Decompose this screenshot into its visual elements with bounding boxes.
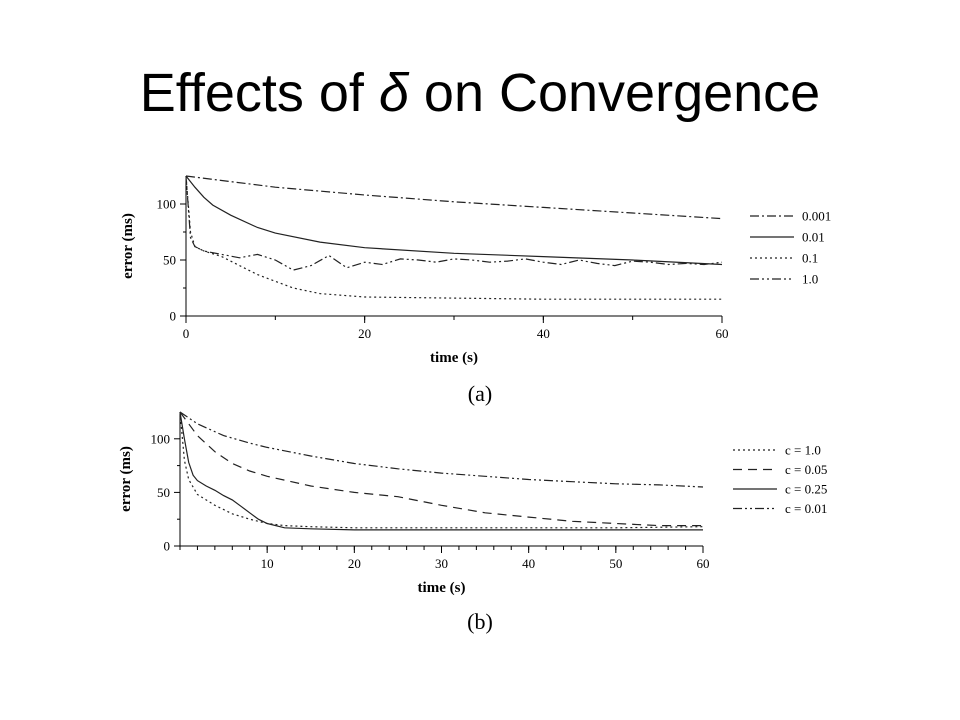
c1-y-tick-label: 0 (164, 539, 171, 554)
c0-x-tick-label: 60 (716, 326, 729, 341)
c0-legend-label-2: 0.1 (802, 251, 818, 266)
slide-title-suffix: on Convergence (408, 63, 821, 123)
c0-y-tick-label: 50 (163, 253, 176, 268)
c1-caption: (b) (467, 609, 493, 634)
c1-legend-label-1: c = 0.05 (785, 462, 827, 477)
chart-a: 0 20 40 60 0 50 100 time (s) error (ms) 0.001 0.01… (120, 175, 831, 406)
chart-b: 10 20 30 40 50 60 0 50 100 time (s) error (ms) c = … (118, 411, 827, 634)
c1-x-axis-label: time (s) (418, 580, 466, 596)
c1-series-line-1 (179, 411, 703, 527)
c0-y-axis-label: error (ms) (120, 213, 136, 279)
slide-title: Effects of δ on Convergence (0, 58, 960, 128)
c1-series-line-3 (179, 411, 704, 488)
c1-legend-label-0: c = 1.0 (785, 443, 821, 458)
c1-y-axis-label: error (ms) (118, 446, 134, 512)
c1-legend-label-3: c = 0.01 (785, 501, 827, 516)
c0-x-tick-label: 40 (537, 326, 550, 341)
slide-title-prefix: Effects of (139, 63, 379, 123)
slide-title-symbol: δ (378, 63, 409, 123)
c0-caption: (a) (468, 381, 492, 406)
c0-x-axis-label: time (s) (430, 350, 478, 366)
c0-y-tick-label: 0 (170, 309, 177, 324)
c0-series-line-1 (185, 175, 723, 266)
c1-x-tick-label: 30 (435, 556, 448, 571)
c1-y-tick-label: 100 (151, 431, 171, 446)
c1-series-line-2 (179, 411, 703, 531)
c0-legend-label-3: 1.0 (802, 272, 818, 287)
c0-series-line-0 (185, 175, 723, 220)
c0-series-line-3 (185, 175, 723, 271)
c0-x-tick-label: 0 (183, 326, 190, 341)
c0-series-line-2 (185, 175, 722, 300)
c0-legend-label-0: 0.001 (802, 209, 831, 224)
c1-y-tick-label: 50 (157, 485, 170, 500)
c0-x-tick-label: 20 (358, 326, 371, 341)
c1-legend-label-2: c = 0.25 (785, 482, 827, 497)
c1-series-line-0 (179, 411, 704, 529)
c0-legend-label-1: 0.01 (802, 230, 825, 245)
c0-y-tick-label: 100 (157, 197, 177, 212)
c1-x-tick-label: 60 (697, 556, 710, 571)
c1-x-tick-label: 40 (522, 556, 535, 571)
c1-x-tick-label: 10 (261, 556, 274, 571)
c1-x-tick-label: 50 (609, 556, 622, 571)
c1-x-tick-label: 20 (348, 556, 361, 571)
